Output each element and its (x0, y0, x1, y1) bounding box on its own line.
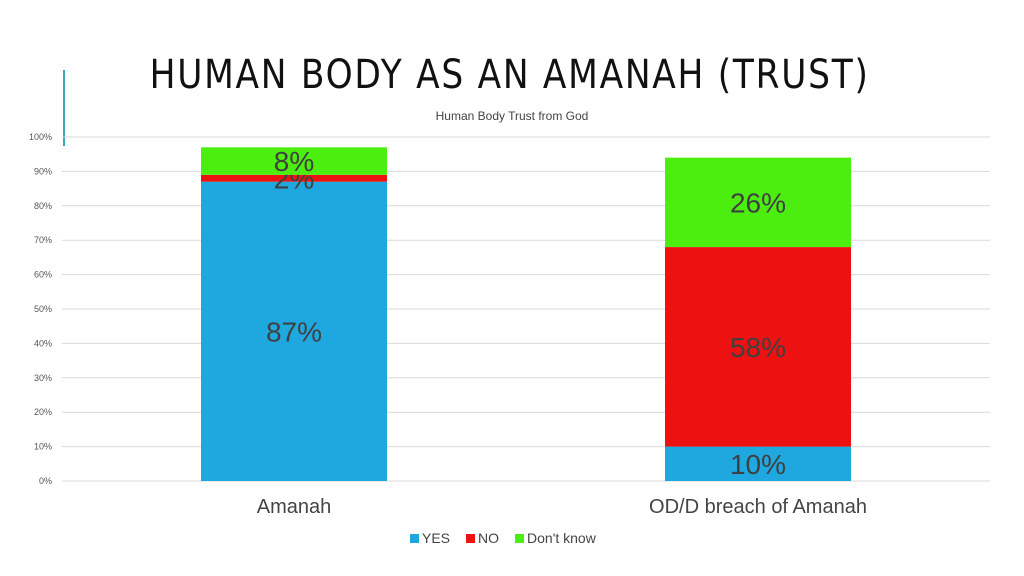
x-category-label: OD/D breach of Amanah (649, 496, 867, 518)
legend-swatch (515, 534, 525, 543)
y-tick-label: 100% (29, 132, 52, 142)
bars: 87%2%8%10%58%26% (201, 146, 851, 481)
data-label: 58% (730, 332, 786, 363)
legend-label: YES (422, 530, 450, 546)
y-tick-label: 30% (34, 373, 52, 383)
bar-segment (201, 147, 387, 175)
y-axis: 0% 10% 20% 30% 40% 50% 60% 70% 80% 90% 100% (29, 132, 52, 486)
y-tick-label: 50% (34, 304, 52, 314)
x-axis: Amanah OD/D breach of Amanah (257, 496, 867, 518)
data-label: 87% (266, 316, 322, 347)
y-tick-label: 20% (34, 407, 52, 417)
data-label: 10% (730, 449, 786, 480)
chart-title: Human Body Trust from God (436, 109, 589, 123)
legend: YES NO Don't know (410, 530, 597, 546)
accent-line (63, 70, 65, 146)
y-tick-label: 40% (34, 338, 52, 348)
bar-segment (665, 157, 851, 248)
bar-segment (665, 247, 851, 447)
y-tick-label: 60% (34, 270, 52, 280)
slide-title: HUMAN BODY AS AN AMANAH (TRUST) (149, 52, 870, 98)
legend-label: Don't know (527, 530, 597, 546)
legend-swatch (466, 534, 476, 543)
y-tick-label: 10% (34, 442, 52, 452)
legend-swatch (410, 534, 419, 543)
data-label: 26% (730, 187, 786, 218)
y-tick-label: 90% (34, 166, 52, 176)
y-tick-label: 80% (34, 201, 52, 211)
legend-label: NO (478, 530, 499, 546)
y-tick-label: 70% (34, 235, 52, 245)
data-label: 8% (274, 146, 314, 177)
bar-segment (665, 446, 851, 481)
y-tick-label: 0% (39, 476, 52, 486)
bar-segment (201, 181, 387, 481)
bar-segment (201, 174, 387, 182)
x-category-label: Amanah (257, 496, 332, 518)
